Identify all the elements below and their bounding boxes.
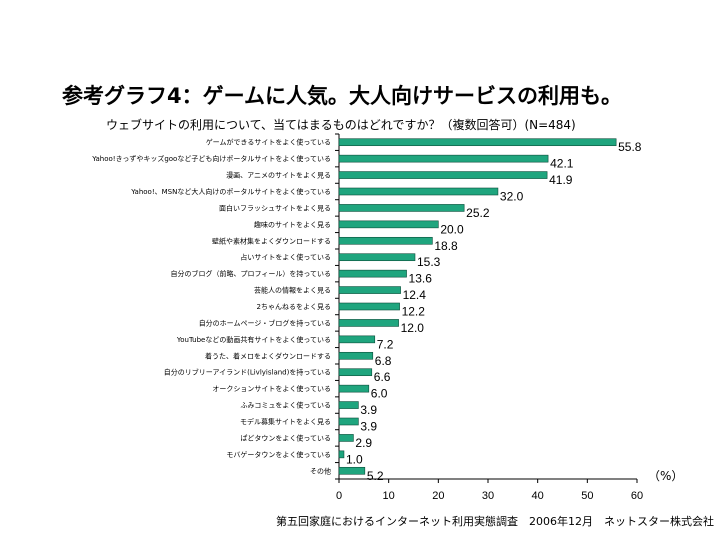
category-label: ぱどタウンをよく使っている [240,433,331,442]
chart-subtitle: ウェブサイトの利用について、当てはまるものはどれですか？（複数回答可）(N=48… [106,118,576,132]
value-label: 42.1 [550,157,574,171]
category-label: 自分のリブリーアイランド(Livlyisland)を持っている [164,368,331,377]
value-label: 41.9 [549,173,573,187]
category-labels: ゲームができるサイトをよく使っている Yahoo!きっずやキッズgooなど子ども向… [91,138,331,476]
category-label: モバゲータウンをよく使っている [226,450,331,459]
bar [338,253,416,262]
value-label: 5.2 [367,469,384,483]
bar [338,466,366,475]
bar [338,220,439,229]
category-label: 壁紙や素材集をよくダウンロードする [212,236,331,245]
bar [338,204,465,212]
x-tick-label: 60 [631,490,643,502]
category-label: オークションサイトをよく使っている [212,384,331,393]
value-label: 12.0 [401,321,425,335]
bar [338,401,359,409]
bar [338,319,399,327]
unit-label: （%） [648,469,684,483]
bar [338,417,359,426]
x-tick-label: 20 [432,490,444,502]
value-label: 20.0 [440,222,464,236]
category-label: 着うた、着メロをよくダウンロードする [205,351,331,360]
bar [338,351,374,360]
bar [338,187,499,196]
category-label: ゲームができるサイトをよく使っている [206,138,331,147]
category-label: モデル募集サイトをよく見る [240,417,331,426]
category-label: 芸能人の情報をよく見る [254,286,331,295]
category-label: Yahoo!きっずやキッズgooなど子ども向けポータルサイトをよく使っている [91,154,331,163]
bar [338,138,617,147]
value-label: 55.8 [618,140,642,154]
category-label: YouTubeなどの動画共有サイトをよく使っている [176,335,331,344]
value-label: 32.0 [500,190,524,204]
category-label: 漫画、アニメのサイトをよく見る [226,171,331,180]
value-labels: 55.8 42.1 41.9 32.0 25.220.0 18.8 15.3 13.6 12.4… [346,140,642,483]
x-tick-label: 0 [336,490,342,502]
category-label: その他 [310,466,331,475]
bar [338,368,373,377]
x-tick-label: 10 [383,490,395,502]
x-tick-labels: 0 10 20 30 40 50 60 [336,490,643,502]
category-label: 面白いフラッシュサイトをよく見る [219,203,331,212]
value-label: 2.9 [355,436,372,450]
value-label: 6.0 [371,387,388,401]
value-label: 12.4 [403,288,427,302]
category-label: 2ちゃんねるをよく見る [257,303,331,311]
bar [338,269,407,278]
value-label: 3.9 [360,403,377,417]
category-label: ふみコミュをよく使っている [240,401,331,410]
category-label: 自分のホームページ・ブログを持っている [199,318,331,327]
value-label: 15.3 [417,255,441,269]
chart-bars [338,138,617,475]
category-label: 自分のブログ（前略、プロフィール）を持っている [170,269,331,278]
bar [338,450,345,459]
category-label: 占いサイトをよく使っている [240,253,331,262]
bar [338,154,549,163]
bar [338,384,370,393]
value-label: 13.6 [409,272,433,286]
source-note: 第五回家庭におけるインターネット利用実態調査 2006年12月 ネットスター株式… [276,515,714,528]
value-label: 12.2 [402,305,426,319]
value-label: 18.8 [434,239,458,253]
bar [338,236,433,245]
value-label: 3.9 [360,420,377,434]
x-tick-label: 50 [581,490,593,502]
value-label: 25.2 [466,206,490,220]
bar [338,335,376,344]
category-label: 趣味のサイトをよく見る [254,220,331,229]
value-label: 1.0 [346,452,363,466]
bar [338,286,401,294]
bar [338,302,400,311]
category-label: Yahoo!、MSNなど大人向けのポータルサイトをよく使っている [130,187,331,196]
x-tick-label: 40 [532,490,544,502]
value-label: 6.8 [375,354,392,368]
chart-title: 参考グラフ4：ゲームに人気。大人向けサービスの利用も。 [62,84,622,108]
value-label: 7.2 [377,337,394,351]
bar [338,171,548,179]
bar [338,434,354,442]
value-label: 6.6 [374,370,391,384]
x-tick-label: 30 [482,490,494,502]
